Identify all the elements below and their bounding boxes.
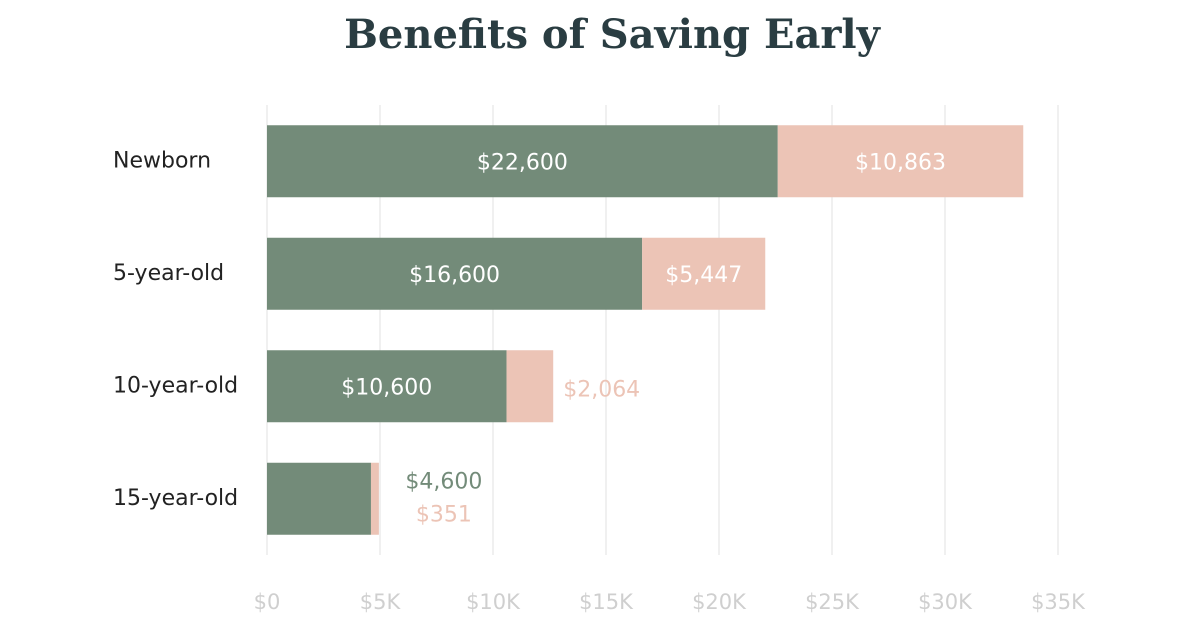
x-tick-label: $35K [1031,590,1086,614]
value-label: $351 [416,502,472,527]
value-label: $2,064 [563,377,640,402]
bar-segment [370,462,379,535]
x-tick-label: $30K [918,590,973,614]
bar-segment [267,237,643,310]
bar-segment [506,350,554,423]
bar-segment [642,237,766,310]
bar-segment [777,125,1024,198]
x-tick-label: $25K [805,590,860,614]
chart-title: Benefits of Saving Early [344,11,882,58]
x-tick-label: $0 [254,590,281,614]
value-label: $10,600 [341,375,432,400]
x-tick-label: $5K [360,590,402,614]
value-label: $16,600 [409,263,500,288]
x-tick-label: $15K [579,590,634,614]
x-tick-label: $10K [466,590,521,614]
bar-segment [267,462,371,535]
category-label: 15-year-old [113,486,238,511]
category-label: 10-year-old [113,373,238,398]
bar-segment [267,350,507,423]
category-label: 5-year-old [113,261,224,286]
value-label: $4,600 [405,469,482,494]
x-tick-label: $20K [692,590,747,614]
bar-segment [267,125,778,198]
value-label: $22,600 [477,150,568,175]
value-label: $10,863 [855,150,946,175]
category-label: Newborn [113,148,211,173]
value-label: $5,447 [665,263,742,288]
